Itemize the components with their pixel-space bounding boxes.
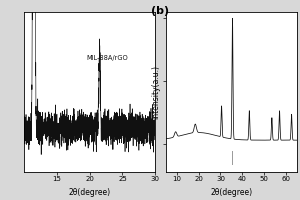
Text: (b): (b) (152, 6, 169, 16)
X-axis label: 2θ(degree): 2θ(degree) (210, 188, 252, 197)
X-axis label: 2θ(degree): 2θ(degree) (69, 188, 111, 197)
Text: MIL-88A/rGO: MIL-88A/rGO (86, 55, 128, 61)
Y-axis label: Intensity(a.u.): Intensity(a.u.) (151, 65, 160, 119)
